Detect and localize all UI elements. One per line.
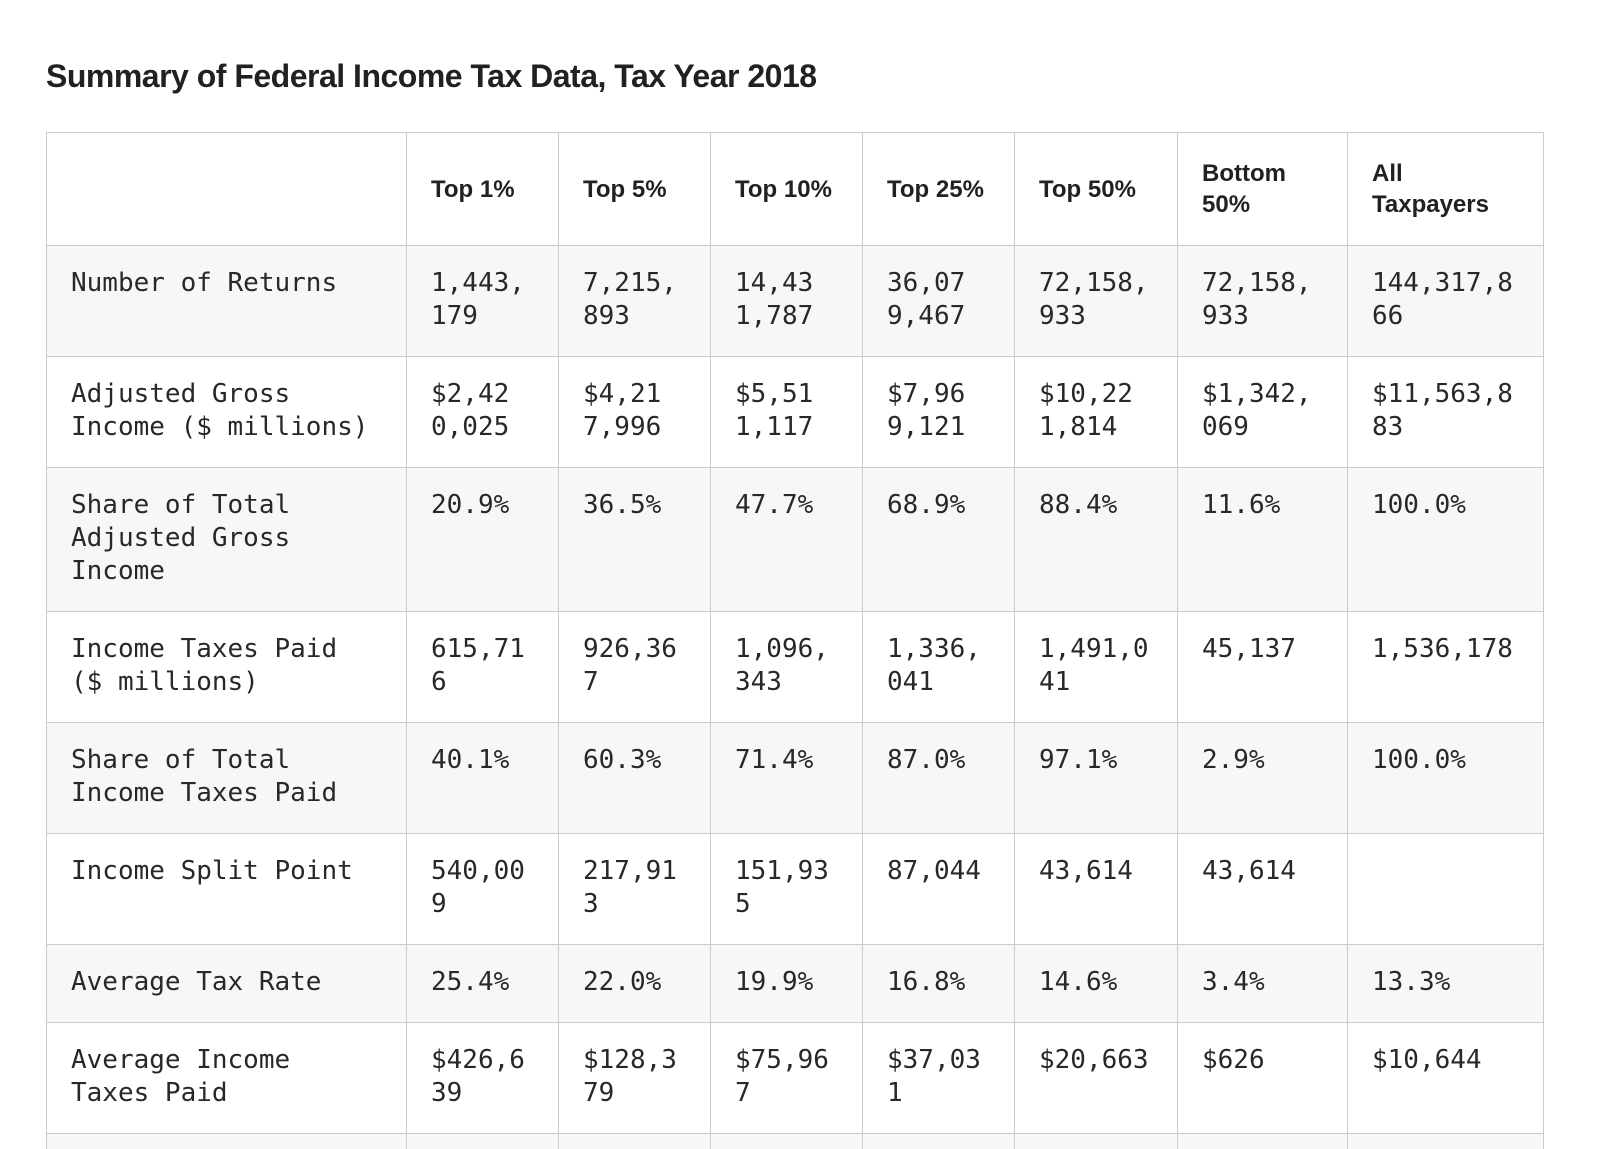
data-cell — [1347, 1133, 1544, 1149]
column-header: Top 25% — [862, 132, 1015, 246]
page: Summary of Federal Income Tax Data, Tax … — [0, 56, 1600, 1149]
data-cell — [710, 1133, 863, 1149]
column-header: Top 1% — [406, 132, 559, 246]
row-label: Income Taxes Paid ($ millions) — [46, 611, 407, 723]
row-label: Share of Total Income Taxes Paid — [46, 722, 407, 834]
data-cell: 19.9% — [710, 944, 863, 1023]
data-cell: $20,663 — [1014, 1022, 1178, 1134]
data-cell — [406, 1133, 559, 1149]
column-header: Top 50% — [1014, 132, 1178, 246]
data-cell: 72,158,933 — [1177, 245, 1348, 357]
data-cell: $10,221,814 — [1014, 356, 1178, 468]
table-row: Number of Returns 1,443,179 7,215,893 14,43… — [46, 245, 1544, 357]
page-title: Summary of Federal Income Tax Data, Tax … — [46, 58, 817, 94]
data-cell — [1347, 833, 1544, 945]
data-cell: 14,431,787 — [710, 245, 863, 357]
column-header: Bottom 50% — [1177, 132, 1348, 246]
data-cell: 87.0% — [862, 722, 1015, 834]
data-cell — [1014, 1133, 1178, 1149]
row-label: Adjusted Gross Income ($ millions) — [46, 356, 407, 468]
data-cell: 144,317,866 — [1347, 245, 1544, 357]
row-label: Average Tax Rate — [46, 944, 407, 1023]
data-cell: 72,158,933 — [1014, 245, 1178, 357]
data-cell — [46, 1133, 407, 1149]
data-cell: 45,137 — [1177, 611, 1348, 723]
data-cell: 926,367 — [558, 611, 711, 723]
data-cell: $10,644 — [1347, 1022, 1544, 1134]
table-body: Number of Returns 1,443,179 7,215,893 14,43… — [46, 245, 1544, 1149]
table-row: Income Split Point 540,009 217,913 151,935 8… — [46, 833, 1544, 945]
table-row: Adjusted Gross Income ($ millions) $2,420… — [46, 356, 1544, 468]
data-cell: 1,096,343 — [710, 611, 863, 723]
data-cell: $2,420,025 — [406, 356, 559, 468]
data-cell: $7,969,121 — [862, 356, 1015, 468]
table-row: Share of Total Income Taxes Paid 40.1% 60.… — [46, 722, 1544, 834]
data-cell — [862, 1133, 1015, 1149]
data-cell: 100.0% — [1347, 467, 1544, 612]
data-cell: $426,639 — [406, 1022, 559, 1134]
row-label: Income Split Point — [46, 833, 407, 945]
column-header: Top 10% — [710, 132, 863, 246]
data-cell: 43,614 — [1177, 833, 1348, 945]
data-cell: 13.3% — [1347, 944, 1544, 1023]
column-header: All Taxpayers — [1347, 132, 1544, 246]
data-cell: 3.4% — [1177, 944, 1348, 1023]
data-cell: 36,079,467 — [862, 245, 1015, 357]
data-cell — [1177, 1133, 1348, 1149]
data-cell: 540,009 — [406, 833, 559, 945]
data-cell: 217,913 — [558, 833, 711, 945]
data-cell: 71.4% — [710, 722, 863, 834]
column-header: Top 5% — [558, 132, 711, 246]
data-cell: 68.9% — [862, 467, 1015, 612]
data-cell: $128,379 — [558, 1022, 711, 1134]
data-cell: 151,935 — [710, 833, 863, 945]
table-header: Top 1% Top 5% Top 10% Top 25% Top 50% Bottom … — [46, 132, 1544, 246]
table-row: Share of Total Adjusted Gross Income 20.9… — [46, 467, 1544, 612]
data-cell: $11,563,883 — [1347, 356, 1544, 468]
data-cell: 22.0% — [558, 944, 711, 1023]
data-cell: 11.6% — [1177, 467, 1348, 612]
row-label: Share of Total Adjusted Gross Income — [46, 467, 407, 612]
table-row: Average Tax Rate 25.4% 22.0% 19.9% 16.8% 14.6… — [46, 944, 1544, 1023]
data-cell: $37,031 — [862, 1022, 1015, 1134]
data-cell: $4,217,996 — [558, 356, 711, 468]
data-cell: 14.6% — [1014, 944, 1178, 1023]
data-cell: 20.9% — [406, 467, 559, 612]
data-cell: 7,215,893 — [558, 245, 711, 357]
table-row: Income Taxes Paid ($ millions) 615,716 926… — [46, 611, 1544, 723]
data-cell: 25.4% — [406, 944, 559, 1023]
data-cell: $75,967 — [710, 1022, 863, 1134]
data-cell: 16.8% — [862, 944, 1015, 1023]
row-label: Average Income Taxes Paid — [46, 1022, 407, 1134]
data-cell: 1,536,178 — [1347, 611, 1544, 723]
data-cell: 88.4% — [1014, 467, 1178, 612]
data-cell: 47.7% — [710, 467, 863, 612]
data-cell: 1,491,041 — [1014, 611, 1178, 723]
data-cell: 60.3% — [558, 722, 711, 834]
data-cell: 87,044 — [862, 833, 1015, 945]
row-label: Number of Returns — [46, 245, 407, 357]
data-cell: 1,336,041 — [862, 611, 1015, 723]
data-cell — [558, 1133, 711, 1149]
data-cell: $5,511,117 — [710, 356, 863, 468]
row-label-column-header — [46, 132, 407, 246]
data-cell: $626 — [1177, 1022, 1348, 1134]
data-cell: 36.5% — [558, 467, 711, 612]
data-cell: 43,614 — [1014, 833, 1178, 945]
federal-income-tax-table: Top 1% Top 5% Top 10% Top 25% Top 50% Bottom … — [46, 132, 1544, 1149]
data-cell: 100.0% — [1347, 722, 1544, 834]
header-row: Top 1% Top 5% Top 10% Top 25% Top 50% Bottom … — [46, 132, 1544, 246]
data-cell: 1,443,179 — [406, 245, 559, 357]
data-cell: 2.9% — [1177, 722, 1348, 834]
data-cell: 40.1% — [406, 722, 559, 834]
table-row: Average Income Taxes Paid $426,639 $128,37… — [46, 1022, 1544, 1134]
table-row-partial — [46, 1133, 1544, 1149]
data-cell: 615,716 — [406, 611, 559, 723]
data-cell: $1,342,069 — [1177, 356, 1348, 468]
data-cell: 97.1% — [1014, 722, 1178, 834]
